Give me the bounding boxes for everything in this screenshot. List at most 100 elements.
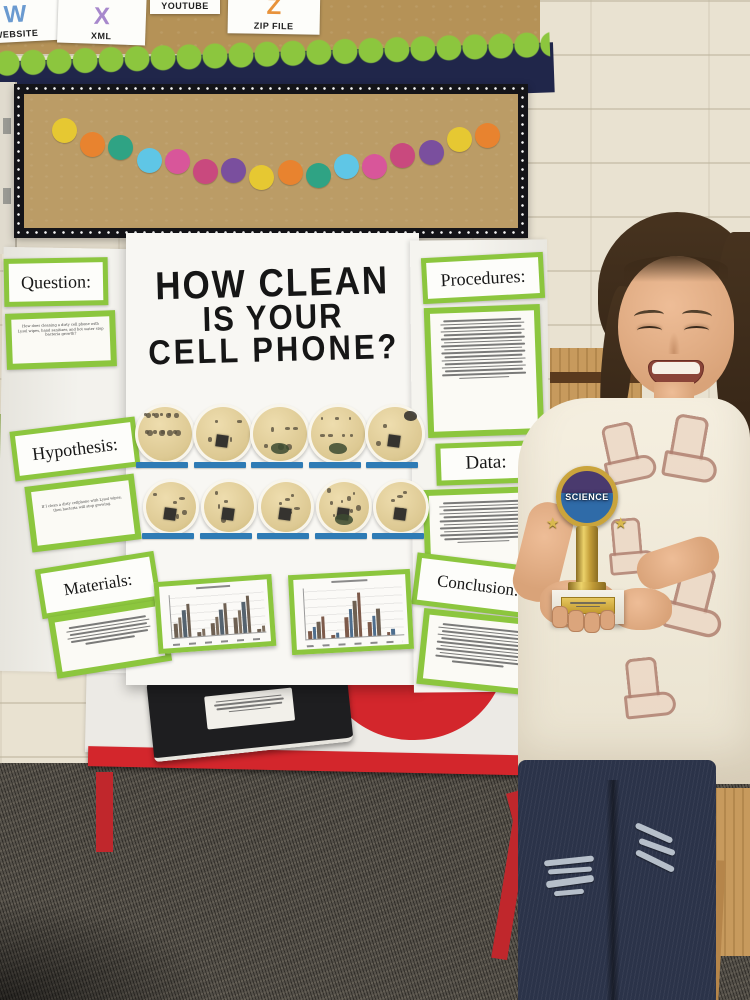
- petri-dish: [373, 479, 429, 535]
- sample-chip: [278, 507, 292, 521]
- petri-dish: [307, 404, 368, 464]
- student-finger: [600, 610, 615, 630]
- chart-bar-group: [386, 628, 395, 636]
- bacteria-colony: [167, 430, 173, 436]
- eye-right: [684, 326, 709, 335]
- fine-print-line: [443, 535, 523, 540]
- procedures-body-card: [423, 304, 545, 438]
- bacteria-colony: [376, 441, 381, 446]
- petri-label-strip: [251, 462, 303, 468]
- petri-label-strip: [142, 533, 194, 539]
- question-label: Question:: [8, 262, 104, 302]
- bacteria-colony: [207, 437, 212, 442]
- eyebrow-right: [681, 308, 713, 323]
- bacteria-colony: [214, 491, 218, 495]
- garland-dot: [108, 135, 134, 161]
- sample-chip: [387, 434, 401, 448]
- bacteria-colony: [160, 413, 163, 416]
- bacteria-colony: [214, 420, 218, 423]
- bacteria-colony: [340, 500, 343, 503]
- bacteria-colony: [146, 413, 151, 418]
- trophy-column-cap: [568, 582, 606, 591]
- bacteria-colony: [152, 413, 155, 416]
- polka-dot-board: [14, 84, 528, 238]
- dot-garland: [14, 84, 528, 238]
- chart-bar: [335, 632, 340, 638]
- bacteria-colony: [383, 424, 387, 428]
- bacteria-colony: [403, 491, 407, 494]
- chart-bar-group: [209, 603, 229, 636]
- bacteria-colony: [334, 417, 339, 420]
- petri-dish: [315, 479, 372, 535]
- mold-blob: [334, 514, 353, 525]
- petri-label-strip: [314, 533, 367, 539]
- poster-card: Z ZIP FILE: [227, 0, 321, 35]
- kraft-paper-panel: [24, 94, 518, 228]
- petri-label-strip: [257, 533, 309, 539]
- results-chart-2: [287, 568, 415, 656]
- chart-bar: [261, 625, 266, 632]
- poster-icon: W: [3, 0, 28, 29]
- sample-chip: [163, 507, 177, 521]
- mold-blob: [328, 443, 347, 454]
- garland-dot: [362, 154, 388, 180]
- chart-x-labels: [172, 637, 265, 646]
- hypothesis-body: If I clean a dirty cellphone with Lysol …: [31, 480, 135, 546]
- petri-dish: [135, 404, 195, 464]
- chart-bar-group: [307, 616, 326, 640]
- mold-blob: [404, 411, 417, 421]
- chart-plot-area: [168, 588, 267, 640]
- chart-title-line: [331, 579, 368, 583]
- petri-dish: [365, 404, 425, 464]
- garland-dot: [418, 140, 444, 166]
- trophy-medallion: SCIENCE: [556, 466, 618, 528]
- chart-x-labels: [306, 640, 403, 648]
- sample-chip: [393, 507, 407, 521]
- petri-dish: [200, 479, 257, 535]
- bacteria-colony: [264, 444, 268, 448]
- chart-bar: [201, 628, 206, 636]
- chart-bar-group: [232, 595, 252, 634]
- knee-rip-right: [630, 822, 682, 880]
- eyebrow-left: [633, 308, 665, 323]
- petri-label-strip: [136, 462, 188, 468]
- chart-bar: [320, 616, 326, 639]
- bacteria-colony: [349, 509, 353, 513]
- bacteria-colony: [397, 495, 403, 498]
- student-hairline: [624, 256, 728, 282]
- petri-label-strip: [308, 462, 361, 468]
- bacteria-colony: [229, 437, 232, 442]
- bacteria-colony: [293, 427, 298, 430]
- poster-label: YOUTUBE: [161, 1, 209, 11]
- chart-bar-group: [343, 592, 363, 638]
- garland-dot: [446, 126, 472, 152]
- bacteria-colony: [320, 417, 323, 420]
- poster-label: ZIP FILE: [253, 20, 294, 32]
- bacteria-colony: [153, 493, 157, 496]
- poster-icon: X: [93, 2, 111, 31]
- question-body-card: How does cleaning a dirty cell phone wit…: [5, 310, 117, 370]
- hypothesis-body-card: If I clean a dirty cellphone with Lysol …: [24, 473, 142, 553]
- eye-left: [637, 326, 662, 335]
- garland-dot: [80, 131, 106, 157]
- petri-dish: [250, 404, 310, 464]
- bacteria-colony: [173, 501, 177, 504]
- bacteria-colony: [329, 501, 333, 505]
- poster-label: XML: [90, 30, 112, 42]
- chart-bar: [331, 634, 335, 639]
- garland-dot: [475, 123, 500, 148]
- fine-print-line: [458, 375, 510, 379]
- ripped-jeans: [518, 760, 716, 1000]
- chart-bar: [386, 631, 391, 636]
- notebook-label: [204, 687, 296, 730]
- chart-bar-group: [197, 628, 206, 637]
- poster-card: X XML: [57, 0, 147, 46]
- procedures-label-card: Procedures:: [420, 251, 546, 305]
- poster-icon: Z: [266, 0, 282, 21]
- sample-chip: [214, 434, 229, 448]
- fine-print-line: [575, 605, 601, 608]
- garland-dot: [221, 157, 247, 183]
- poster-label: WEBSITE: [0, 27, 39, 41]
- bacteria-colony: [349, 434, 353, 437]
